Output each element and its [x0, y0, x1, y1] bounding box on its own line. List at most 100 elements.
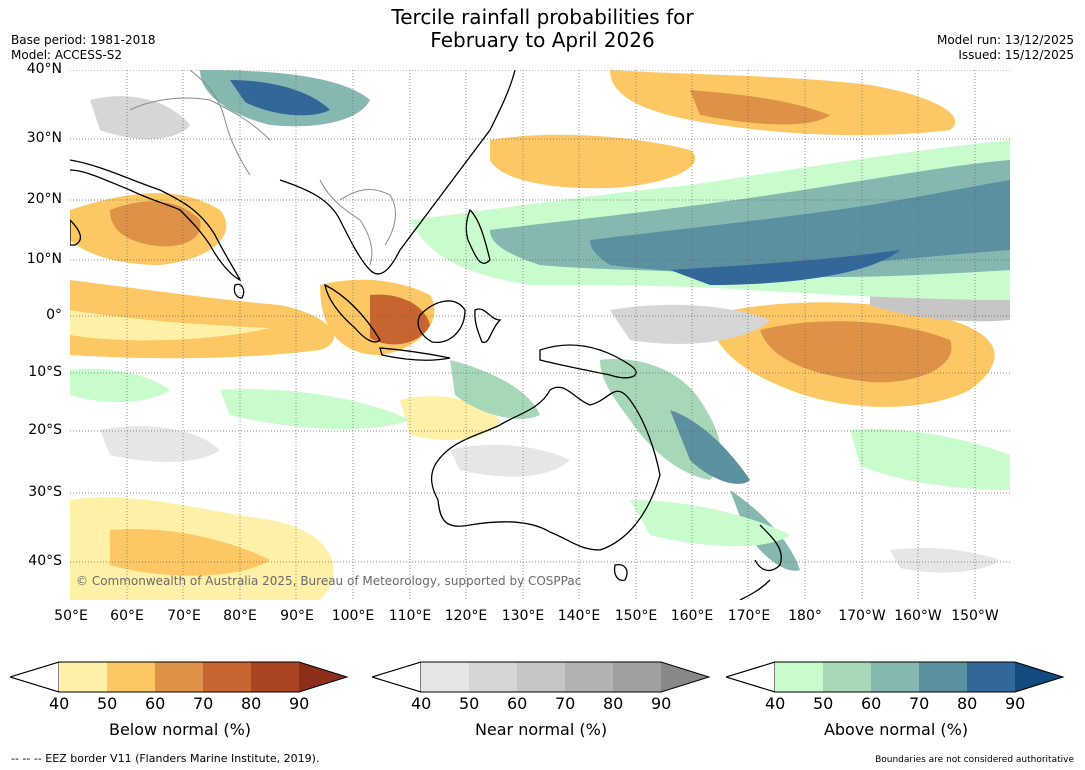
tasmania-coastline [613, 564, 628, 581]
lon-label-130e: 130°E [501, 608, 545, 624]
lon-label-120e: 120°E [444, 608, 488, 624]
cb-above-seg-70 [919, 662, 967, 692]
colorbar-above-normal [724, 660, 1066, 696]
issued-date: Issued: 15/12/2025 [958, 48, 1074, 62]
sri-lanka-coastline [233, 283, 245, 299]
cb-below-tick-70: 70 [193, 694, 214, 713]
cb-below-seg-50 [107, 662, 155, 692]
colorbar-near-normal-svg [370, 661, 711, 693]
philippines-coastline [465, 208, 491, 264]
arabia-coastline [70, 219, 82, 246]
lon-label-150e: 150°E [614, 608, 658, 624]
colorbar-below-normal [8, 660, 350, 696]
cb-above-tick-90: 90 [1005, 694, 1026, 713]
cb-above-seg-90 [1015, 662, 1063, 692]
cb-below-seg-60 [155, 662, 203, 692]
model-name: Model: ACCESS-S2 [11, 48, 123, 62]
lon-label-60e: 60°E [110, 608, 144, 624]
lat-label-0: 0° [46, 307, 62, 323]
lon-label-100e: 100°E [331, 608, 375, 624]
cb-near-seg-70 [565, 662, 613, 692]
new-zealand-coastline [739, 524, 782, 600]
lat-label-40n: 40°N [26, 61, 62, 77]
lat-label-20s: 20°S [28, 422, 62, 438]
borneo-coastline [417, 300, 466, 343]
lon-label-150w: 150°W [951, 608, 999, 624]
cb-below-tick-60: 60 [145, 694, 166, 713]
lon-label-160e: 160°E [670, 608, 714, 624]
cb-above-tick-60: 60 [861, 694, 882, 713]
cb-below-seg-90 [299, 662, 347, 692]
lon-label-170w: 170°W [838, 608, 886, 624]
cb-above-tick-50: 50 [813, 694, 834, 713]
lat-label-10s: 10°S [28, 364, 62, 380]
map-svg [70, 70, 1010, 600]
cb-above-label: Above normal (%) [823, 720, 969, 739]
cb-below-label: Below normal (%) [108, 720, 252, 739]
cb-near-label: Near normal (%) [474, 720, 608, 739]
colorbar-near-normal [370, 660, 712, 696]
cb-below-seg-80 [251, 662, 299, 692]
lon-label-80e: 80°E [223, 608, 257, 624]
new-guinea-coastline [539, 344, 637, 379]
cb-below-tick-90: 90 [289, 694, 310, 713]
lat-label-40s: 40°S [28, 553, 62, 569]
cb-above-seg-40 [775, 662, 823, 692]
rainfall-probability-map: © Commonwealth of Australia 2025, Bureau… [70, 70, 1010, 600]
cb-above-seg-80 [967, 662, 1015, 692]
copyright-notice: © Commonwealth of Australia 2025, Bureau… [76, 574, 582, 588]
lat-label-10n: 10°N [26, 251, 62, 267]
cb-above-tick-80: 80 [957, 694, 978, 713]
cb-near-seg-60 [517, 662, 565, 692]
cb-below-tick-80: 80 [241, 694, 262, 713]
southeast-asia-coastline [279, 70, 516, 275]
cb-above-tick-40: 40 [765, 694, 786, 713]
above-normal-regions [70, 70, 1010, 571]
cb-near-seg-40 [421, 662, 469, 692]
graticule [70, 70, 1010, 600]
java-coastline [379, 347, 451, 361]
lon-label-110e: 110°E [388, 608, 432, 624]
lon-label-90e: 90°E [280, 608, 314, 624]
lat-label-30n: 30°N [26, 130, 62, 146]
lon-label-180: 180° [788, 608, 822, 624]
lon-label-70e: 70°E [167, 608, 201, 624]
cb-below-seg-40 [59, 662, 107, 692]
cb-above-seg-60 [871, 662, 919, 692]
coastlines [70, 70, 782, 600]
eez-border-note: -- -- -- EEZ border V11 (Flanders Marine… [11, 752, 320, 765]
lon-label-170e: 170°E [727, 608, 771, 624]
cb-near-tick-50: 50 [459, 694, 480, 713]
title-line-2: February to April 2026 [430, 28, 655, 52]
cb-below-seg-70 [203, 662, 251, 692]
sumatra-coastline [324, 283, 381, 343]
cb-near-tick-80: 80 [603, 694, 624, 713]
boundaries-disclaimer: Boundaries are not considered authoritat… [875, 755, 1074, 765]
lon-label-50e: 50°E [54, 608, 88, 624]
australia-coastline [430, 386, 661, 551]
cb-below-tick-50: 50 [97, 694, 118, 713]
title-line-1: Tercile rainfall probabilities for [391, 5, 694, 29]
colorbar-below-normal-svg [8, 661, 349, 693]
lon-label-160w: 160°W [894, 608, 942, 624]
cb-near-tick-70: 70 [555, 694, 576, 713]
model-run-date: Model run: 13/12/2025 [936, 33, 1074, 47]
cb-near-tick-90: 90 [651, 694, 672, 713]
indian-subcontinent-coastline [70, 159, 242, 282]
base-period: Base period: 1981-2018 [11, 33, 156, 47]
country-borders [129, 70, 396, 266]
cb-near-seg-90 [661, 662, 709, 692]
sulawesi-coastline [474, 308, 502, 343]
colorbar-above-normal-svg [724, 661, 1065, 693]
cb-above-tick-70: 70 [909, 694, 930, 713]
cb-below-tick-40: 40 [49, 694, 70, 713]
lat-label-30s: 30°S [28, 484, 62, 500]
cb-near-seg-50 [469, 662, 517, 692]
cb-near-tick-60: 60 [507, 694, 528, 713]
cb-above-seg-50 [823, 662, 871, 692]
lon-label-140e: 140°E [557, 608, 601, 624]
lat-label-20n: 20°N [26, 191, 62, 207]
below-normal-regions [70, 70, 995, 600]
cb-near-tick-40: 40 [411, 694, 432, 713]
cb-near-seg-80 [613, 662, 661, 692]
